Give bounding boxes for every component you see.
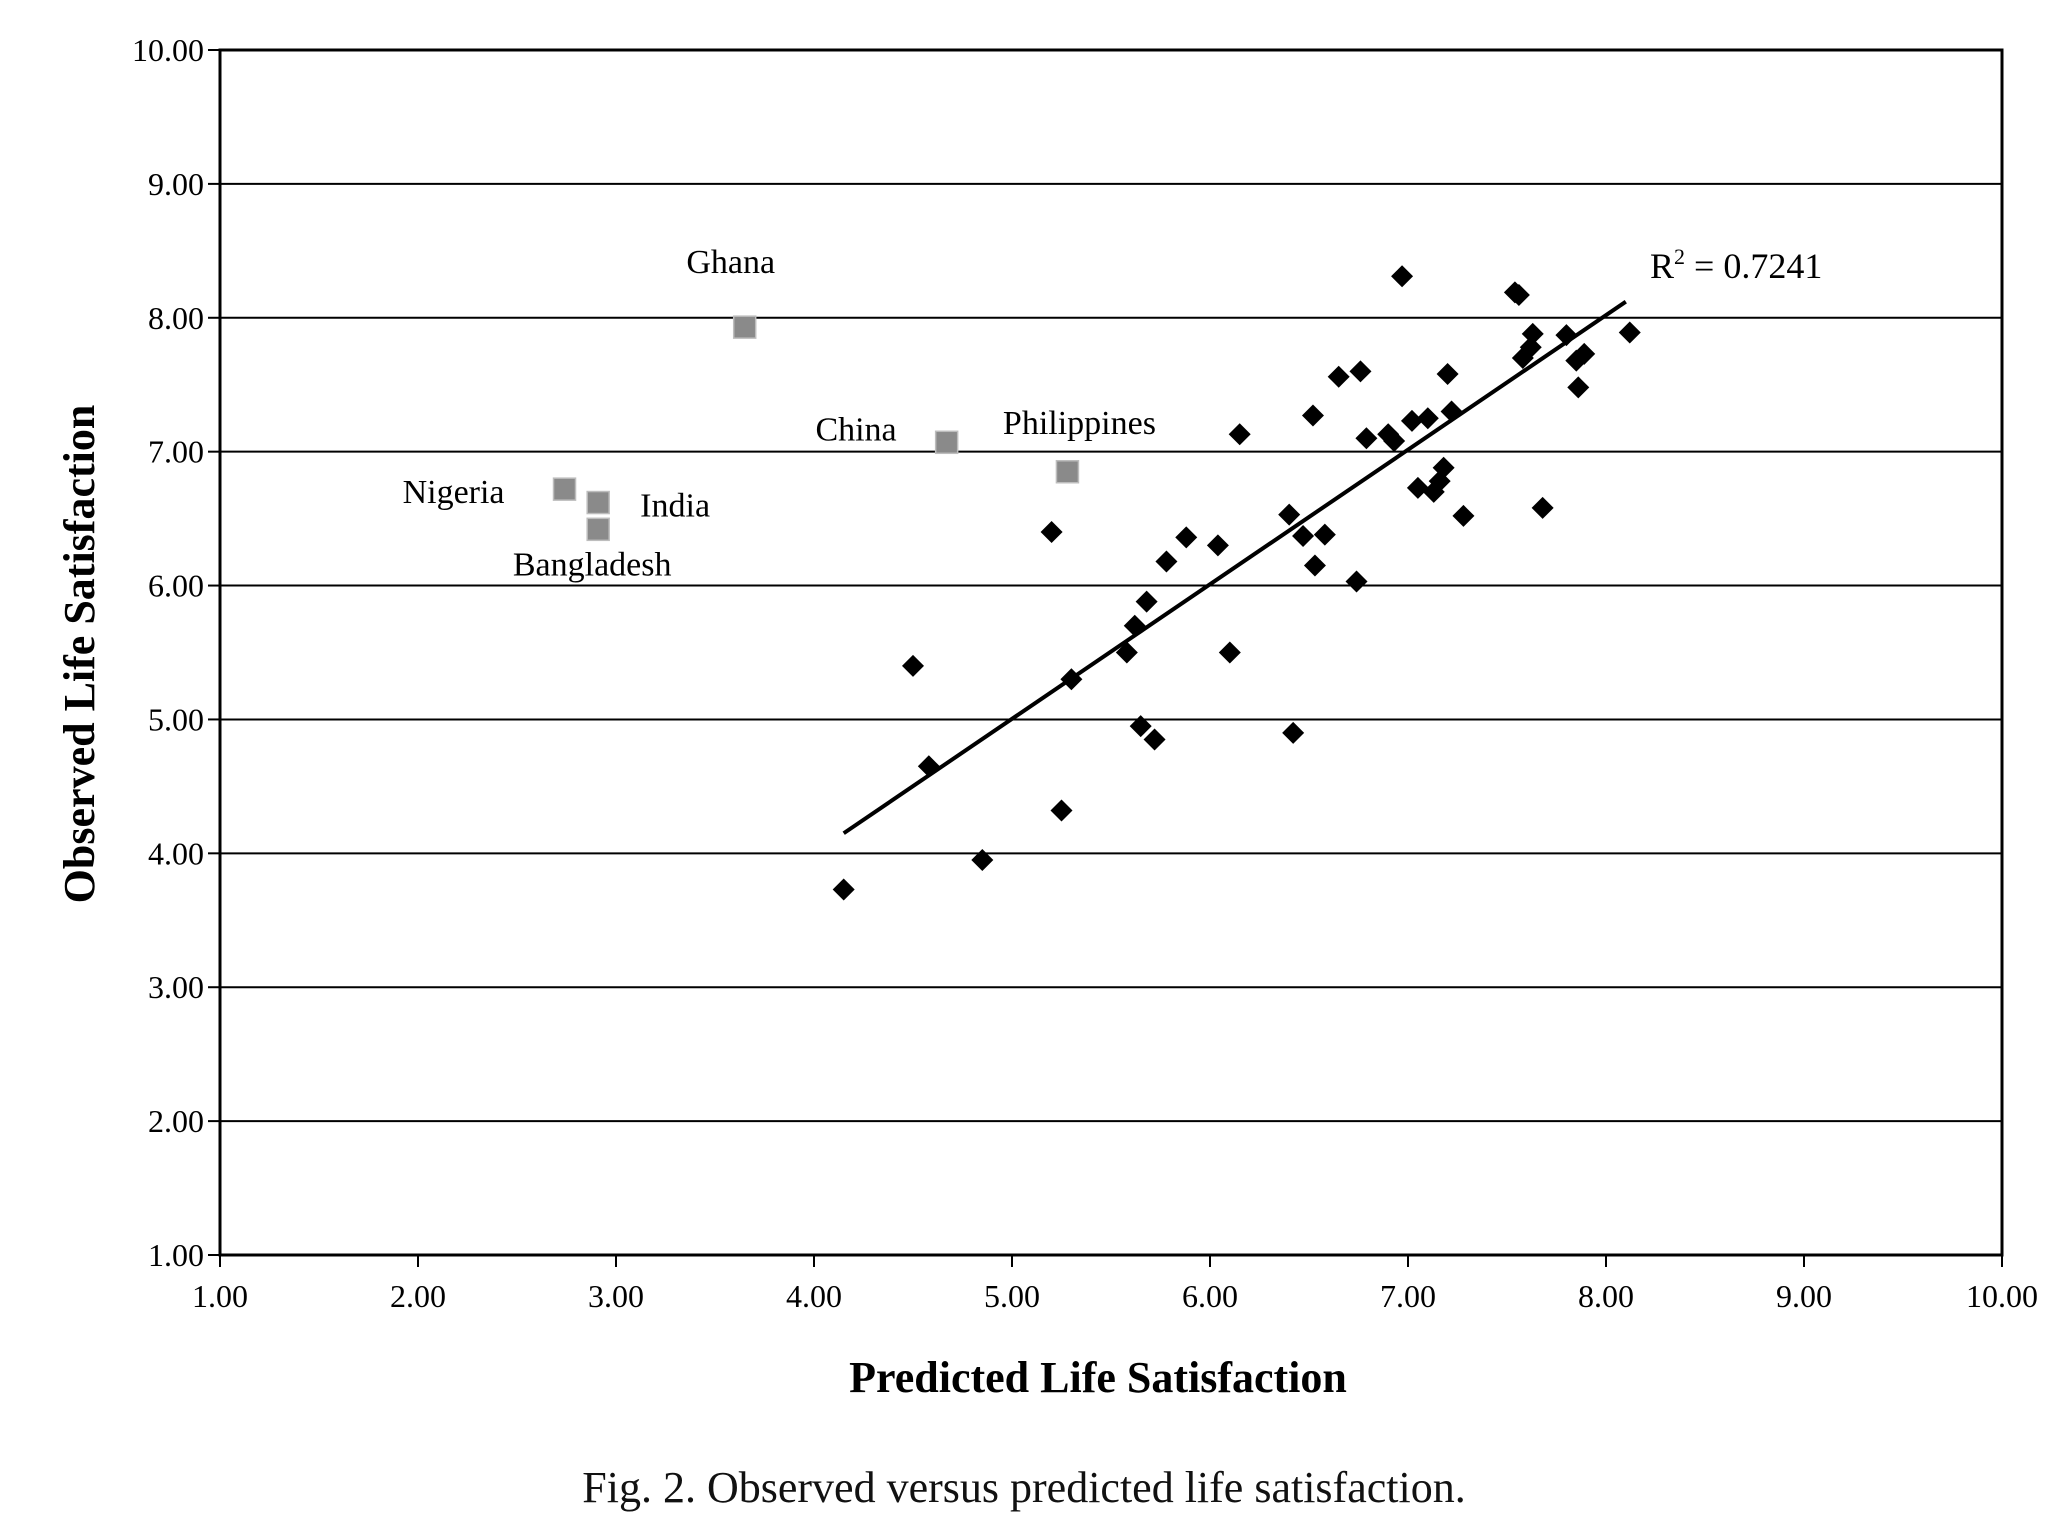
highlighted-point: [586, 517, 610, 542]
data-point: [1303, 554, 1326, 577]
data-point: [1301, 404, 1324, 427]
data-point: [1345, 570, 1368, 593]
data-point: [1521, 322, 1544, 345]
y-tick-label: 9.00: [148, 166, 204, 202]
data-point: [1391, 265, 1414, 288]
x-tick-label: 1.00: [192, 1278, 248, 1314]
x-tick-label: 10.00: [1966, 1278, 2038, 1314]
data-point: [832, 878, 855, 901]
x-tick-label: 9.00: [1776, 1278, 1832, 1314]
data-point: [1135, 590, 1158, 613]
x-tick-label: 7.00: [1380, 1278, 1436, 1314]
x-tick-label: 3.00: [588, 1278, 644, 1314]
data-point: [1040, 521, 1063, 543]
data-point: [1143, 728, 1166, 751]
point-label: Ghana: [686, 244, 775, 281]
data-point: [1618, 321, 1641, 344]
y-tick-label: 1.00: [148, 1237, 204, 1273]
trendline: [842, 300, 1627, 835]
data-point: [1327, 365, 1350, 388]
data-point: [1278, 503, 1301, 526]
data-point: [1115, 641, 1138, 664]
figure-caption: Fig. 2. Observed versus predicted life s…: [582, 1463, 1466, 1512]
x-tick-label: 4.00: [786, 1278, 842, 1314]
data-point: [1452, 504, 1475, 527]
data-point: [1436, 363, 1459, 386]
point-label: Nigeria: [403, 474, 505, 511]
data-point: [1406, 476, 1429, 499]
x-tick-label: 8.00: [1578, 1278, 1634, 1314]
y-tick-label: 6.00: [148, 568, 204, 604]
y-tick-label: 5.00: [148, 701, 204, 737]
point-label: India: [640, 488, 710, 525]
data-point: [917, 755, 940, 778]
y-tick-label: 2.00: [148, 1103, 204, 1139]
data-point: [1440, 400, 1463, 423]
data-point: [902, 654, 924, 677]
data-point: [971, 849, 994, 872]
data-point: [1313, 523, 1336, 546]
data-point: [1282, 721, 1305, 744]
data-point: [1292, 525, 1315, 548]
plot-area-frame: [218, 48, 2004, 1257]
highlighted-point: [586, 490, 610, 515]
data-point: [1228, 423, 1251, 446]
y-axis-title: Observed Life Satisfaction: [55, 405, 104, 904]
data-point: [1129, 715, 1152, 738]
data-point: [1060, 668, 1083, 691]
gridlines: [220, 182, 2002, 1123]
data-point: [1567, 376, 1590, 399]
data-point: [1432, 456, 1455, 479]
data-point: [1531, 496, 1554, 519]
y-tick-label: 3.00: [148, 969, 204, 1005]
data-point: [1573, 342, 1596, 365]
data-point: [1507, 284, 1530, 307]
x-axis-title: Predicted Life Satisfaction: [849, 1353, 1347, 1402]
data-point: [1123, 614, 1146, 637]
data-points: [552, 265, 1641, 901]
y-tick-label: 4.00: [148, 835, 204, 871]
data-point: [1218, 641, 1241, 664]
highlighted-point: [552, 477, 577, 501]
point-label: China: [815, 411, 896, 448]
highlighted-point: [1055, 460, 1080, 484]
y-tick-label: 8.00: [148, 300, 204, 336]
data-point: [1050, 799, 1073, 822]
y-tick-label: 7.00: [148, 434, 204, 470]
data-point: [1349, 360, 1372, 383]
highlighted-point: [732, 315, 757, 339]
data-point: [1155, 550, 1178, 573]
point-label: Bangladesh: [513, 546, 672, 583]
x-tick-label: 6.00: [1182, 1278, 1238, 1314]
data-point: [1400, 409, 1423, 432]
point-label: Philippines: [1003, 405, 1156, 442]
data-point: [1206, 534, 1229, 557]
x-tick-label: 2.00: [390, 1278, 446, 1314]
x-tick-label: 5.00: [984, 1278, 1040, 1314]
y-axis-ticks: 1.00 2.00 3.00 4.00 5.00 6.00 7.00 8.00 9.00 10.0…: [132, 32, 220, 1273]
data-point: [1416, 407, 1439, 430]
data-point: [1383, 429, 1406, 452]
data-point: [1555, 324, 1578, 347]
point-labels: Ghana China Philippines Nigeria India Banglad…: [403, 244, 1156, 583]
r-squared-annotation: R2 = 0.7241: [1650, 244, 1822, 286]
y-tick-label: 10.00: [132, 32, 204, 68]
data-point: [1519, 336, 1542, 359]
data-point: [1355, 427, 1378, 450]
highlighted-point: [934, 430, 959, 455]
x-axis-ticks: 1.00 2.00 3.00 4.00 5.00 6.00 7.00 8.00 9.00 10.0…: [192, 1255, 2038, 1314]
data-point: [1175, 526, 1198, 549]
